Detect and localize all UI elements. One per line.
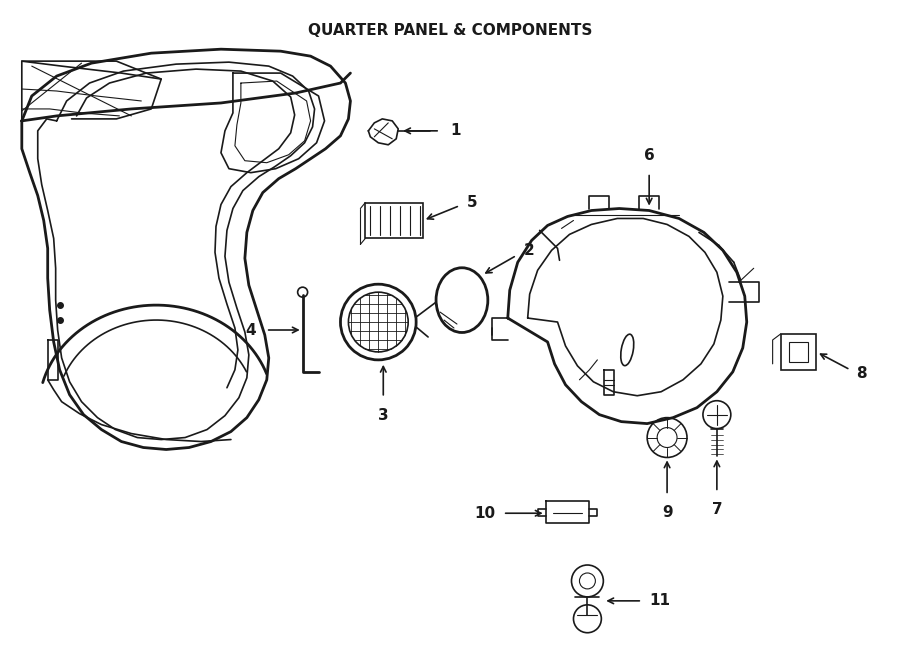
- Text: 7: 7: [712, 502, 722, 518]
- Text: 1: 1: [450, 124, 461, 138]
- Text: QUARTER PANEL & COMPONENTS: QUARTER PANEL & COMPONENTS: [308, 23, 592, 38]
- Text: 5: 5: [467, 195, 478, 210]
- Text: 10: 10: [474, 506, 496, 521]
- Text: 4: 4: [245, 323, 256, 338]
- Text: 3: 3: [378, 408, 389, 422]
- Text: 9: 9: [662, 505, 672, 520]
- Text: 11: 11: [649, 594, 670, 608]
- Text: 2: 2: [524, 243, 535, 258]
- Text: 6: 6: [644, 147, 654, 163]
- Text: 8: 8: [856, 366, 867, 381]
